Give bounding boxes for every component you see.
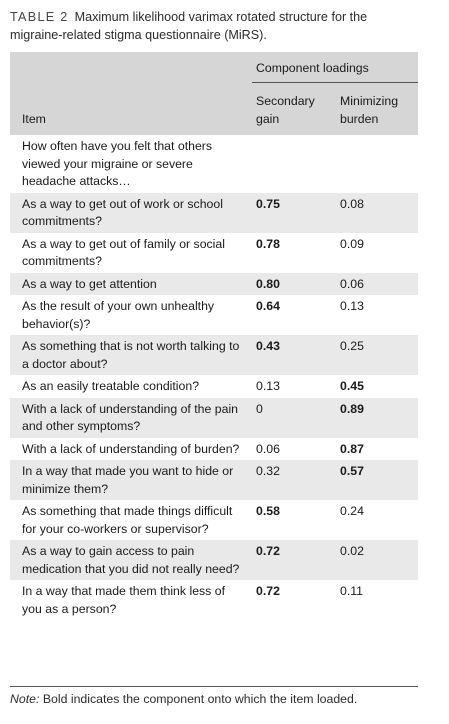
table-row: As something that is not worth talking t… — [10, 335, 418, 375]
table-row: In a way that made you want to hide or m… — [10, 460, 418, 500]
minimizing-burden-cell: 0.87 — [340, 441, 364, 456]
minimizing-burden-cell: 0.89 — [340, 401, 364, 416]
minimizing-burden-cell: 0.25 — [340, 339, 364, 353]
secondary-gain-cell: 0.72 — [256, 544, 280, 558]
table-row: With a lack of understanding of the pain… — [10, 397, 418, 438]
minimizing-burden-cell: 0.13 — [340, 299, 364, 313]
minimizing-burden-cell: 0.11 — [340, 584, 364, 598]
secondary-gain-cell: 0.13 — [256, 379, 280, 393]
secondary-gain-cell — [252, 135, 336, 193]
table-caption: TABLE 2 Maximum likelihood varimax rotate… — [10, 8, 420, 44]
table-body: How often have you felt that others view… — [10, 135, 418, 620]
table-row: As a way to get attention 0.80 0.06 — [10, 272, 418, 295]
table-row: As a way to get out of work or school co… — [10, 192, 418, 233]
note-label: Note: — [10, 692, 40, 706]
minimizing-burden-cell: 0.06 — [340, 276, 364, 291]
header-minimizing-burden: Minimizing burden — [340, 94, 399, 126]
minimizing-burden-cell: 0.08 — [340, 196, 364, 211]
secondary-gain-cell: 0.58 — [256, 504, 280, 518]
item-cell: As a way to get out of family or social … — [22, 236, 225, 269]
minimizing-burden-cell — [336, 135, 418, 193]
header-group-label: Component loadings — [256, 60, 369, 75]
item-cell: As a way to gain access to pain medicati… — [22, 544, 240, 576]
table-row: As a way to get out of family or social … — [10, 232, 418, 273]
minimizing-burden-cell: 0.09 — [340, 236, 364, 251]
secondary-gain-cell: 0 — [256, 401, 263, 416]
item-cell: How often have you felt that others view… — [22, 139, 213, 188]
item-cell: As something that made things difficult … — [22, 504, 233, 536]
loadings-table: Item Component loadings Secondary gain M… — [10, 52, 418, 620]
table-row: As a way to gain access to pain medicati… — [10, 540, 418, 580]
item-cell: As a way to get out of work or school co… — [22, 196, 223, 229]
table-row: How often have you felt that others view… — [10, 135, 418, 193]
caption-text: Maximum likelihood varimax rotated struc… — [10, 10, 368, 42]
item-cell: In a way that made them think less of yo… — [22, 584, 226, 616]
header-item: Item — [22, 111, 46, 126]
secondary-gain-cell: 0.72 — [256, 584, 280, 598]
table-row: In a way that made them think less of yo… — [10, 580, 418, 620]
table-row: With a lack of understanding of burden? 0… — [10, 437, 418, 460]
secondary-gain-cell: 0.75 — [256, 196, 280, 211]
minimizing-burden-cell: 0.57 — [340, 464, 364, 478]
secondary-gain-cell: 0.43 — [256, 339, 280, 353]
table-note: Note: Bold indicates the component onto … — [10, 686, 418, 708]
item-cell: As something that is not worth talking t… — [22, 339, 240, 371]
item-cell: As an easily treatable condition? — [22, 379, 200, 393]
secondary-gain-cell: 0.06 — [256, 441, 280, 456]
item-cell: With a lack of understanding of burden? — [22, 441, 240, 456]
secondary-gain-cell: 0.32 — [256, 464, 280, 478]
item-cell: In a way that made you want to hide or m… — [22, 464, 234, 496]
table-row: As something that made things difficult … — [10, 500, 418, 540]
note-text: Bold indicates the component onto which … — [42, 692, 358, 706]
secondary-gain-cell: 0.80 — [256, 276, 280, 291]
table-row: As an easily treatable condition? 0.13 0.4… — [10, 375, 418, 398]
item-cell: As the result of your own unhealthy beha… — [22, 299, 215, 331]
table-row: As the result of your own unhealthy beha… — [10, 295, 418, 335]
minimizing-burden-cell: 0.02 — [340, 544, 364, 558]
table-number: TABLE 2 — [10, 10, 69, 24]
header-row-group: Item Component loadings — [10, 52, 418, 126]
item-cell: As a way to get attention — [22, 276, 157, 291]
secondary-gain-cell: 0.78 — [256, 236, 280, 251]
minimizing-burden-cell: 0.24 — [340, 504, 364, 518]
secondary-gain-cell: 0.64 — [256, 299, 280, 313]
minimizing-burden-cell: 0.45 — [340, 379, 364, 393]
header-secondary-gain: Secondary gain — [256, 94, 315, 126]
item-cell: With a lack of understanding of the pain… — [22, 401, 239, 434]
header-component-loadings: Component loadings — [252, 52, 418, 83]
